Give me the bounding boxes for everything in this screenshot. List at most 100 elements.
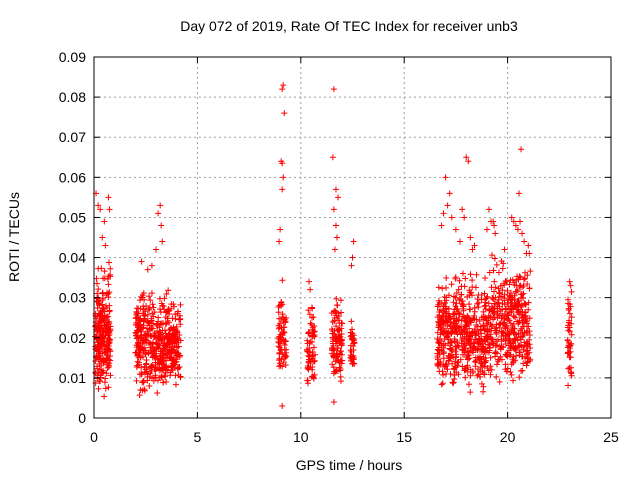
data-point — [446, 292, 453, 299]
data-point — [152, 372, 159, 379]
data-point — [516, 349, 523, 356]
data-point — [514, 302, 521, 309]
data-point — [96, 366, 103, 373]
data-point — [174, 337, 181, 344]
data-point — [490, 342, 497, 349]
data-point — [482, 333, 489, 340]
data-point — [512, 357, 519, 364]
data-point — [107, 265, 114, 272]
data-point — [489, 305, 496, 312]
data-point — [307, 338, 314, 345]
data-point — [504, 327, 511, 334]
data-point — [452, 358, 459, 365]
data-point — [499, 300, 506, 307]
data-point — [436, 344, 443, 351]
data-point — [565, 322, 572, 329]
data-point — [140, 303, 147, 310]
data-point — [95, 202, 102, 209]
data-point — [476, 356, 483, 363]
data-point — [453, 300, 460, 307]
data-point — [99, 234, 106, 241]
data-point — [466, 287, 473, 294]
data-point — [100, 315, 107, 322]
data-point — [445, 305, 452, 312]
data-point — [510, 344, 517, 351]
y-tick-label: 0.06 — [59, 169, 86, 185]
data-point — [502, 351, 509, 358]
x-tick-label: 25 — [603, 429, 619, 445]
data-point — [478, 336, 485, 343]
data-point — [95, 286, 102, 293]
data-point — [471, 316, 478, 323]
data-point — [349, 330, 356, 337]
data-point — [486, 341, 493, 348]
data-point — [488, 335, 495, 342]
data-point — [337, 297, 344, 304]
data-point — [306, 311, 313, 318]
data-point — [481, 371, 488, 378]
data-point — [461, 340, 468, 347]
data-point — [568, 372, 575, 379]
data-point — [145, 319, 152, 326]
data-point — [466, 332, 473, 339]
data-point — [310, 344, 317, 351]
data-point — [336, 359, 343, 366]
data-point — [101, 275, 108, 282]
data-point — [450, 310, 457, 317]
data-point — [442, 174, 449, 181]
data-point — [435, 284, 442, 291]
data-point — [105, 318, 112, 325]
data-point — [461, 326, 468, 333]
data-point — [279, 86, 286, 93]
data-point — [507, 338, 514, 345]
data-point — [138, 364, 145, 371]
data-point — [568, 331, 575, 338]
data-point — [434, 350, 441, 357]
data-point — [472, 284, 479, 291]
data-point — [503, 314, 510, 321]
data-point — [515, 308, 522, 315]
data-point — [146, 373, 153, 380]
data-point — [446, 313, 453, 320]
data-point — [498, 333, 505, 340]
data-point — [493, 261, 500, 268]
data-point — [459, 363, 466, 370]
data-point — [450, 380, 457, 387]
data-point — [168, 366, 175, 373]
data-point — [101, 218, 108, 225]
data-point — [308, 333, 315, 340]
data-point — [169, 327, 176, 334]
data-point — [521, 275, 528, 282]
data-point — [307, 359, 314, 366]
data-point — [473, 332, 480, 339]
data-point — [152, 353, 159, 360]
data-point — [279, 160, 286, 167]
data-point — [335, 194, 342, 201]
data-point — [94, 365, 101, 372]
data-point — [154, 328, 161, 335]
data-point — [96, 352, 103, 359]
data-point — [516, 283, 523, 290]
data-point — [501, 246, 508, 253]
y-tick-label: 0.08 — [59, 89, 86, 105]
data-point — [305, 365, 312, 372]
data-point — [480, 308, 487, 315]
data-point — [470, 346, 477, 353]
data-point — [135, 322, 142, 329]
data-point — [438, 315, 445, 322]
data-point — [488, 366, 495, 373]
data-point — [483, 226, 490, 233]
data-point — [503, 322, 510, 329]
data-point — [456, 311, 463, 318]
data-point — [161, 340, 168, 347]
data-point — [453, 315, 460, 322]
y-axis-ticks: 0 0.01 0.02 0.03 0.04 0.05 0.06 0.07 0.08 0.09 — [59, 49, 611, 426]
data-point — [507, 351, 514, 358]
data-point — [155, 210, 162, 217]
data-point — [491, 255, 498, 262]
data-point — [459, 347, 466, 354]
data-point — [171, 356, 178, 363]
data-point — [520, 346, 527, 353]
y-tick-label: 0.09 — [59, 49, 86, 65]
data-point — [442, 320, 449, 327]
